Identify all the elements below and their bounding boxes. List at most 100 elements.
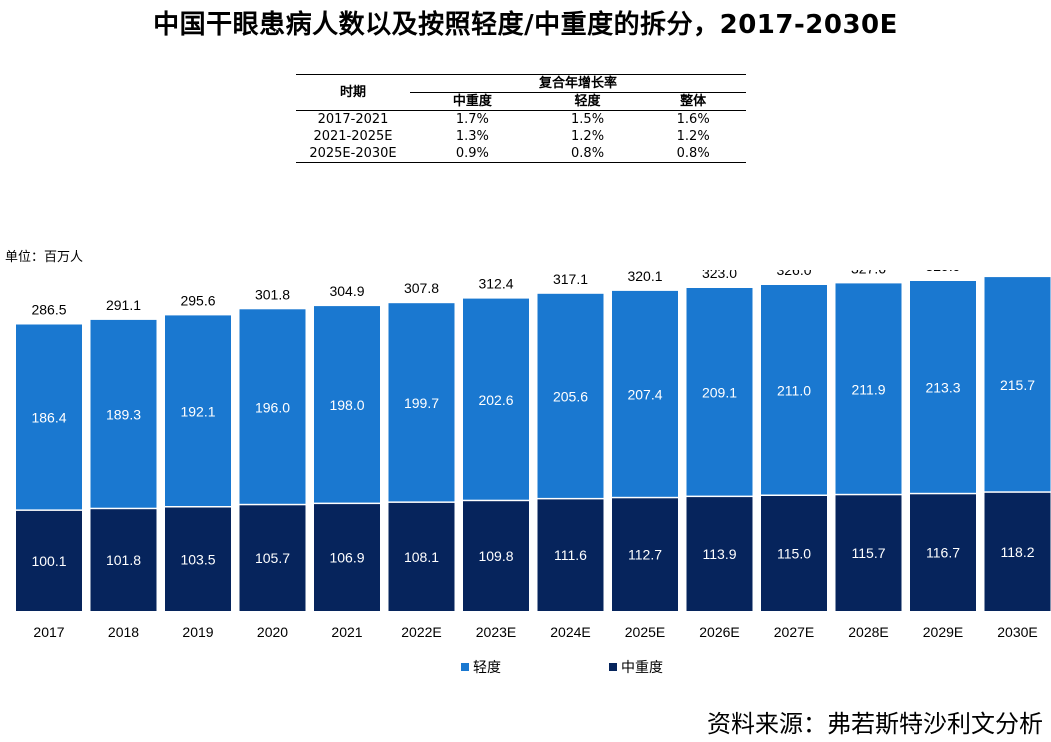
x-tick-label: 2027E — [774, 624, 814, 640]
period-cell: 2025E-2030E — [296, 145, 410, 163]
x-tick-label: 2022E — [401, 624, 441, 640]
total-data-label: 304.9 — [329, 283, 364, 299]
mild-data-label: 215.7 — [1000, 377, 1035, 393]
x-tick-label: 2024E — [550, 624, 590, 640]
total-data-label: 312.4 — [478, 276, 513, 292]
value-cell: 1.3% — [455, 129, 489, 144]
severe-label-box — [918, 543, 968, 564]
mild-data-label: 205.6 — [553, 389, 588, 405]
severe-data-label: 109.8 — [478, 548, 513, 564]
mild-label-box — [471, 390, 521, 411]
severe-label-box — [24, 551, 74, 572]
total-data-label: 317.1 — [553, 271, 588, 287]
mild-label-box — [918, 378, 968, 399]
x-tick-label: 2026E — [699, 624, 739, 640]
cagr-table: 时期 复合年增长率 中重度 轻度 整体 2017-2021 1.7% 1.5% … — [296, 74, 746, 163]
table-row: 2021-2025E 1.3% 1.2% 1.2% — [296, 128, 746, 145]
mild-data-label: 198.0 — [329, 397, 364, 413]
severe-data-label: 115.0 — [777, 546, 811, 562]
unit-label: 单位：百万人 — [5, 250, 84, 265]
severe-label-box — [98, 551, 149, 572]
mild-data-label: 199.7 — [404, 395, 439, 411]
severe-data-label: 100.1 — [31, 553, 66, 569]
legend-swatch-severe — [609, 663, 617, 671]
total-data-label: 291.1 — [106, 297, 141, 313]
mild-label-box — [173, 402, 223, 423]
mild-data-label: 211.9 — [852, 381, 886, 397]
x-tick-label: 2017 — [33, 624, 64, 640]
mild-label-box — [694, 383, 745, 404]
mild-label-box — [620, 385, 670, 406]
mild-data-label: 209.1 — [702, 385, 737, 401]
total-data-label: 327.6 — [851, 270, 886, 276]
severe-data-label: 108.1 — [404, 549, 439, 565]
x-tick-label: 2030E — [997, 624, 1037, 640]
value-cell: 1.2% — [571, 129, 605, 144]
mild-label-box — [843, 380, 894, 401]
total-data-label: 295.6 — [180, 292, 215, 308]
table-row: 2025E-2030E 0.9% 0.8% 0.8% — [296, 145, 746, 163]
stacked-bar-chart: 186.4 100.1 286.5 2017 189.3 101.8 291.1 2018 19… — [16, 270, 1051, 640]
severe-label-box — [247, 549, 298, 570]
mild-label-box — [247, 398, 298, 419]
severe-label-box — [694, 545, 745, 566]
mild-data-label: 207.4 — [627, 387, 662, 403]
value-cell: 0.9% — [410, 145, 535, 163]
mild-data-label: 192.1 — [180, 403, 215, 419]
x-tick-label: 2029E — [923, 624, 963, 640]
total-data-label: 286.5 — [31, 302, 66, 318]
mild-label-box — [98, 405, 149, 426]
value-cell: 0.8% — [534, 145, 641, 163]
source-note: 资料来源：弗若斯特沙利文分析 — [707, 710, 1043, 738]
severe-data-label: 105.7 — [255, 550, 290, 566]
total-data-label: 326.0 — [776, 270, 811, 278]
severe-data-label: 115.7 — [852, 545, 886, 561]
x-tick-label: 2020 — [257, 624, 288, 640]
x-tick-label: 2025E — [625, 624, 665, 640]
x-tick-label: 2018 — [108, 624, 139, 640]
col-header-mild: 轻度 — [574, 94, 601, 109]
mild-data-label: 196.0 — [255, 399, 290, 415]
severe-label-box — [471, 547, 521, 568]
mild-label-box — [769, 381, 819, 402]
cagr-group-header: 复合年增长率 — [410, 74, 746, 93]
x-tick-label: 2023E — [476, 624, 516, 640]
severe-label-box — [620, 545, 670, 566]
total-data-label: 320.1 — [627, 270, 662, 284]
mild-data-label: 202.6 — [478, 392, 513, 408]
value-cell: 1.5% — [534, 110, 641, 128]
total-data-label: 307.8 — [404, 280, 439, 296]
severe-data-label: 111.6 — [554, 547, 587, 563]
mild-label-box — [24, 408, 74, 429]
legend-label-mild: 轻度 — [473, 660, 501, 676]
mild-data-label: 211.0 — [777, 383, 811, 399]
severe-label-box — [843, 544, 894, 565]
mild-data-label: 213.3 — [925, 380, 960, 396]
severe-label-box — [769, 544, 819, 565]
value-cell: 0.8% — [640, 145, 746, 163]
period-cell: 2017-2021 — [296, 110, 410, 128]
legend-swatch-mild — [461, 663, 469, 671]
severe-data-label: 106.9 — [329, 550, 364, 566]
severe-data-label: 116.7 — [926, 545, 960, 561]
severe-data-label: 112.7 — [628, 547, 662, 563]
total-data-label: 301.8 — [255, 286, 290, 302]
value-cell: 1.7% — [410, 110, 535, 128]
total-data-label: 329.9 — [925, 270, 960, 274]
legend-label-severe: 中重度 — [621, 660, 663, 676]
severe-label-box — [322, 548, 372, 569]
legend-item-mild: 轻度 — [461, 657, 501, 677]
severe-data-label: 118.2 — [1001, 544, 1035, 560]
value-cell: 1.2% — [676, 129, 710, 144]
mild-label-box — [545, 387, 596, 408]
chart-title: 中国干眼患病人数以及按照轻度/中重度的拆分，2017-2030E — [153, 10, 898, 40]
x-tick-label: 2019 — [182, 624, 213, 640]
total-data-label: 323.0 — [702, 270, 737, 281]
mild-label-box — [396, 394, 447, 415]
col-header-total: 整体 — [680, 94, 707, 109]
severe-label-box — [396, 547, 447, 568]
legend-item-severe: 中重度 — [609, 657, 663, 677]
severe-label-box — [992, 542, 1043, 563]
severe-label-box — [173, 550, 223, 571]
x-tick-label: 2021 — [331, 624, 362, 640]
